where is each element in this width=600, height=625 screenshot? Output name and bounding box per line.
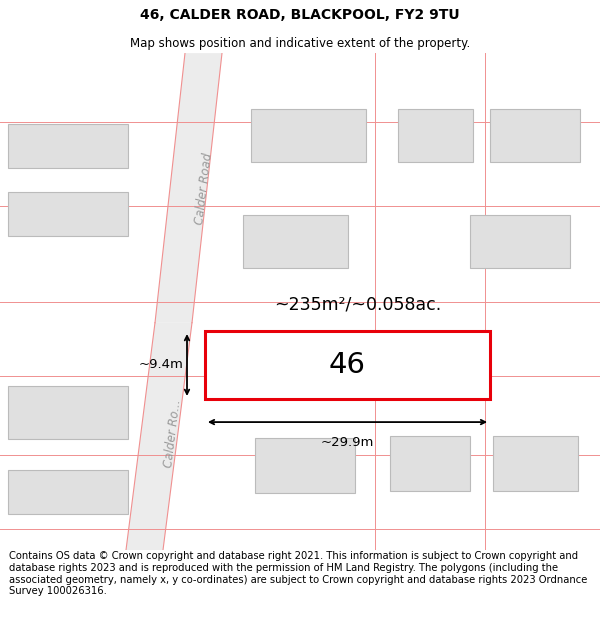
Bar — [490, 109, 580, 162]
Text: ~29.9m: ~29.9m — [321, 436, 374, 449]
Bar — [8, 386, 128, 439]
Bar — [8, 469, 128, 514]
Text: ~235m²/~0.058ac.: ~235m²/~0.058ac. — [274, 296, 441, 314]
Bar — [8, 192, 128, 236]
Bar — [390, 436, 470, 491]
Text: 46: 46 — [329, 351, 366, 379]
Polygon shape — [155, 53, 222, 322]
Text: Calder Ro...: Calder Ro... — [163, 399, 184, 469]
Text: ~9.4m: ~9.4m — [138, 359, 183, 371]
Text: Map shows position and indicative extent of the property.: Map shows position and indicative extent… — [130, 37, 470, 50]
Bar — [242, 215, 347, 268]
Bar — [493, 436, 577, 491]
Text: 46, CALDER ROAD, BLACKPOOL, FY2 9TU: 46, CALDER ROAD, BLACKPOOL, FY2 9TU — [140, 8, 460, 22]
Bar — [255, 438, 355, 493]
Bar — [398, 109, 473, 162]
Bar — [8, 124, 128, 168]
Bar — [251, 109, 365, 162]
Text: Calder Road: Calder Road — [193, 152, 215, 225]
Polygon shape — [126, 322, 192, 550]
Text: Contains OS data © Crown copyright and database right 2021. This information is : Contains OS data © Crown copyright and d… — [9, 551, 587, 596]
Bar — [205, 331, 490, 399]
Bar — [470, 215, 570, 268]
